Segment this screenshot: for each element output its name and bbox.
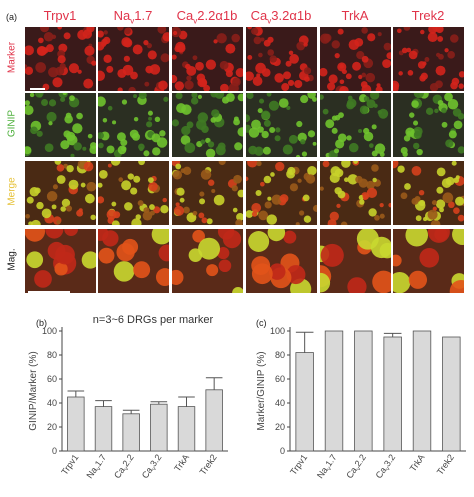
y-tick-label: 0 (280, 446, 285, 456)
bar (94, 406, 113, 452)
bar (295, 352, 314, 452)
micrograph-tile (392, 92, 465, 158)
y-tick-label: 40 (47, 398, 57, 408)
x-tick-label: Cav2.2 (112, 452, 137, 481)
x-tick-label: TrkA (172, 452, 191, 473)
row-label: Marker (6, 41, 18, 74)
x-tick-label: Trek2 (435, 452, 456, 476)
micrograph-tile (245, 26, 318, 92)
bar (122, 413, 140, 452)
column-header: Cav2.2α1b (176, 8, 238, 26)
micrograph-tile (245, 92, 318, 158)
bar (354, 330, 373, 452)
micrograph-tile (245, 228, 318, 294)
x-tick-label: Trpv1 (59, 452, 80, 476)
micrograph-tile (245, 160, 318, 226)
column-header: Cav3.2α1b (250, 8, 312, 26)
x-tick-label: Cav2.2 (344, 452, 369, 481)
y-tick-label: 80 (275, 350, 285, 360)
micrograph-tile (97, 92, 170, 158)
y-axis-label: GINIP/Marker (%) (28, 351, 39, 430)
column-header: Trpv1 (43, 8, 77, 23)
row-label: Mag. (6, 248, 18, 271)
panel-a-label: (a) (6, 12, 17, 22)
y-tick-label: 60 (275, 374, 285, 384)
y-tick-label: 40 (275, 398, 285, 408)
row-label: Merge (6, 177, 18, 206)
micrograph-tile (24, 92, 97, 158)
micrograph-tile (171, 92, 244, 158)
x-tick-label: Nav1.7 (315, 452, 340, 481)
micrograph-tile (97, 160, 170, 226)
scale-bar-mag (28, 291, 70, 293)
x-tick-label: TrkA (408, 452, 427, 473)
bar (383, 336, 402, 452)
column-header: Nav1.7 (113, 8, 153, 26)
y-tick-label: 20 (275, 422, 285, 432)
y-axis-label: Marker/GINIP (%) (256, 351, 267, 430)
bar (177, 406, 196, 452)
x-tick-label: Trpv1 (288, 452, 309, 476)
micrograph-tile (319, 26, 392, 92)
y-tick-label: 20 (47, 422, 57, 432)
micrograph-tile (24, 26, 97, 92)
x-tick-label: Cav3.2 (374, 452, 399, 481)
y-tick-label: 100 (42, 326, 57, 336)
micrograph-tile (392, 228, 465, 294)
micrograph-tile (319, 92, 392, 158)
x-tick-label: Trek2 (198, 452, 219, 476)
row-label: GINIP (6, 109, 18, 138)
micrograph-tile (97, 228, 170, 294)
y-tick-label: 80 (47, 350, 57, 360)
column-header: TrkA (341, 8, 369, 23)
x-tick-label: Cav3.2 (140, 452, 165, 481)
x-tick-label: Nav1.7 (84, 452, 109, 481)
bar (324, 330, 344, 452)
bar (412, 330, 432, 452)
micrograph-tile (171, 26, 244, 92)
panel-b-label: (b) (36, 318, 47, 328)
micrograph-tile (392, 26, 465, 92)
y-tick-label: 100 (270, 326, 285, 336)
micrograph-tile (97, 26, 170, 92)
micrograph-tile (171, 160, 244, 226)
bar (150, 403, 168, 452)
micrograph-tile (392, 160, 465, 226)
panel-c-label: (c) (256, 318, 267, 328)
chart-annotation: n=3~6 DRGs per marker (93, 314, 214, 326)
y-tick-label: 60 (47, 374, 57, 384)
bar (442, 336, 461, 452)
micrograph-tile (24, 160, 97, 226)
micrograph-tile (24, 228, 97, 294)
scale-bar-small (30, 88, 45, 90)
micrograph-tile (319, 228, 392, 294)
column-header: Trek2 (411, 8, 445, 23)
bar (205, 389, 223, 452)
bar (67, 396, 85, 452)
y-tick-label: 0 (52, 446, 57, 456)
micrograph-tile (319, 160, 392, 226)
micrograph-tile (171, 228, 244, 294)
